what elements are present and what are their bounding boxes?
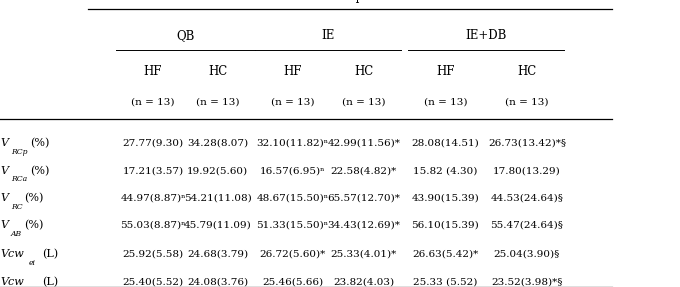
Text: V: V <box>0 220 8 230</box>
Text: 25.40(5.52): 25.40(5.52) <box>122 277 184 286</box>
Text: 15.82 (4.30): 15.82 (4.30) <box>413 166 477 175</box>
Text: (n = 13): (n = 13) <box>424 97 467 106</box>
Text: HF: HF <box>283 65 302 78</box>
Text: 34.28(8.07): 34.28(8.07) <box>187 139 248 148</box>
Text: (%): (%) <box>31 138 50 149</box>
Text: 17.21(3.57): 17.21(3.57) <box>122 166 184 175</box>
Text: HF: HF <box>143 65 163 78</box>
Text: 25.33 (5.52): 25.33 (5.52) <box>413 277 477 286</box>
Text: RC: RC <box>11 203 22 211</box>
Text: 27.77(9.30): 27.77(9.30) <box>122 139 184 148</box>
Text: Vcw: Vcw <box>0 277 24 287</box>
Text: 26.72(5.60)*: 26.72(5.60)* <box>259 249 326 259</box>
Text: QB: QB <box>176 29 194 42</box>
Text: Vcw: Vcw <box>0 249 24 259</box>
Text: AB: AB <box>11 230 22 238</box>
Text: IE+DB: IE+DB <box>466 29 507 42</box>
Text: 26.63(5.42)*: 26.63(5.42)* <box>412 249 479 259</box>
Text: 51.33(15.50)ⁿ: 51.33(15.50)ⁿ <box>256 221 328 230</box>
Text: HC: HC <box>354 65 373 78</box>
Text: 24.68(3.79): 24.68(3.79) <box>187 249 248 259</box>
Text: 17.80(13.29): 17.80(13.29) <box>493 166 561 175</box>
Text: (%): (%) <box>31 166 50 176</box>
Text: (n = 13): (n = 13) <box>505 97 549 106</box>
Text: 34.43(12.69)*: 34.43(12.69)* <box>327 221 401 230</box>
Text: Groups and Conditions: Groups and Conditions <box>326 0 462 3</box>
Text: 25.46(5.66): 25.46(5.66) <box>262 277 323 286</box>
Text: 45.79(11.09): 45.79(11.09) <box>184 221 252 230</box>
Text: 44.97(8.87)ⁿ: 44.97(8.87)ⁿ <box>120 193 186 203</box>
Text: HC: HC <box>208 65 227 78</box>
Text: V: V <box>0 193 8 203</box>
Text: 55.03(8.87)ⁿ: 55.03(8.87)ⁿ <box>120 221 186 230</box>
Text: (%): (%) <box>24 193 44 203</box>
Text: (n = 13): (n = 13) <box>131 97 175 106</box>
Text: 56.10(15.39): 56.10(15.39) <box>411 221 479 230</box>
Text: 32.10(11.82)ⁿ: 32.10(11.82)ⁿ <box>256 139 328 148</box>
Text: ee: ee <box>29 286 37 287</box>
Text: 65.57(12.70)*: 65.57(12.70)* <box>327 193 401 203</box>
Text: 22.58(4.82)*: 22.58(4.82)* <box>330 166 397 175</box>
Text: 16.57(6.95)ⁿ: 16.57(6.95)ⁿ <box>260 166 325 175</box>
Text: V: V <box>0 166 8 176</box>
Text: 25.33(4.01)*: 25.33(4.01)* <box>330 249 397 259</box>
Text: RCp: RCp <box>11 148 27 156</box>
Text: 19.92(5.60): 19.92(5.60) <box>187 166 248 175</box>
Text: 23.52(3.98)*§: 23.52(3.98)*§ <box>491 277 563 286</box>
Text: 25.92(5.58): 25.92(5.58) <box>122 249 184 259</box>
Text: 44.53(24.64)§: 44.53(24.64)§ <box>490 193 564 203</box>
Text: 26.73(13.42)*§: 26.73(13.42)*§ <box>488 139 566 148</box>
Text: (n = 13): (n = 13) <box>271 97 314 106</box>
Text: (%): (%) <box>24 220 44 230</box>
Text: 54.21(11.08): 54.21(11.08) <box>184 193 252 203</box>
Text: 55.47(24.64)§: 55.47(24.64)§ <box>490 221 564 230</box>
Text: (n = 13): (n = 13) <box>342 97 386 106</box>
Text: 25.04(3.90)§: 25.04(3.90)§ <box>494 249 560 259</box>
Text: 43.90(15.39): 43.90(15.39) <box>411 193 479 203</box>
Text: ei: ei <box>29 259 35 267</box>
Text: 42.99(11.56)*: 42.99(11.56)* <box>327 139 401 148</box>
Text: IE: IE <box>322 29 335 42</box>
Text: RCa: RCa <box>11 175 27 183</box>
Text: 24.08(3.76): 24.08(3.76) <box>187 277 248 286</box>
Text: (L): (L) <box>42 277 58 287</box>
Text: 48.67(15.50)ⁿ: 48.67(15.50)ⁿ <box>256 193 328 203</box>
Text: (L): (L) <box>42 249 58 259</box>
Text: 28.08(14.51): 28.08(14.51) <box>411 139 479 148</box>
Text: (n = 13): (n = 13) <box>196 97 239 106</box>
Text: HC: HC <box>517 65 537 78</box>
Text: V: V <box>0 139 8 148</box>
Text: HF: HF <box>436 65 455 78</box>
Text: 23.82(4.03): 23.82(4.03) <box>333 277 394 286</box>
